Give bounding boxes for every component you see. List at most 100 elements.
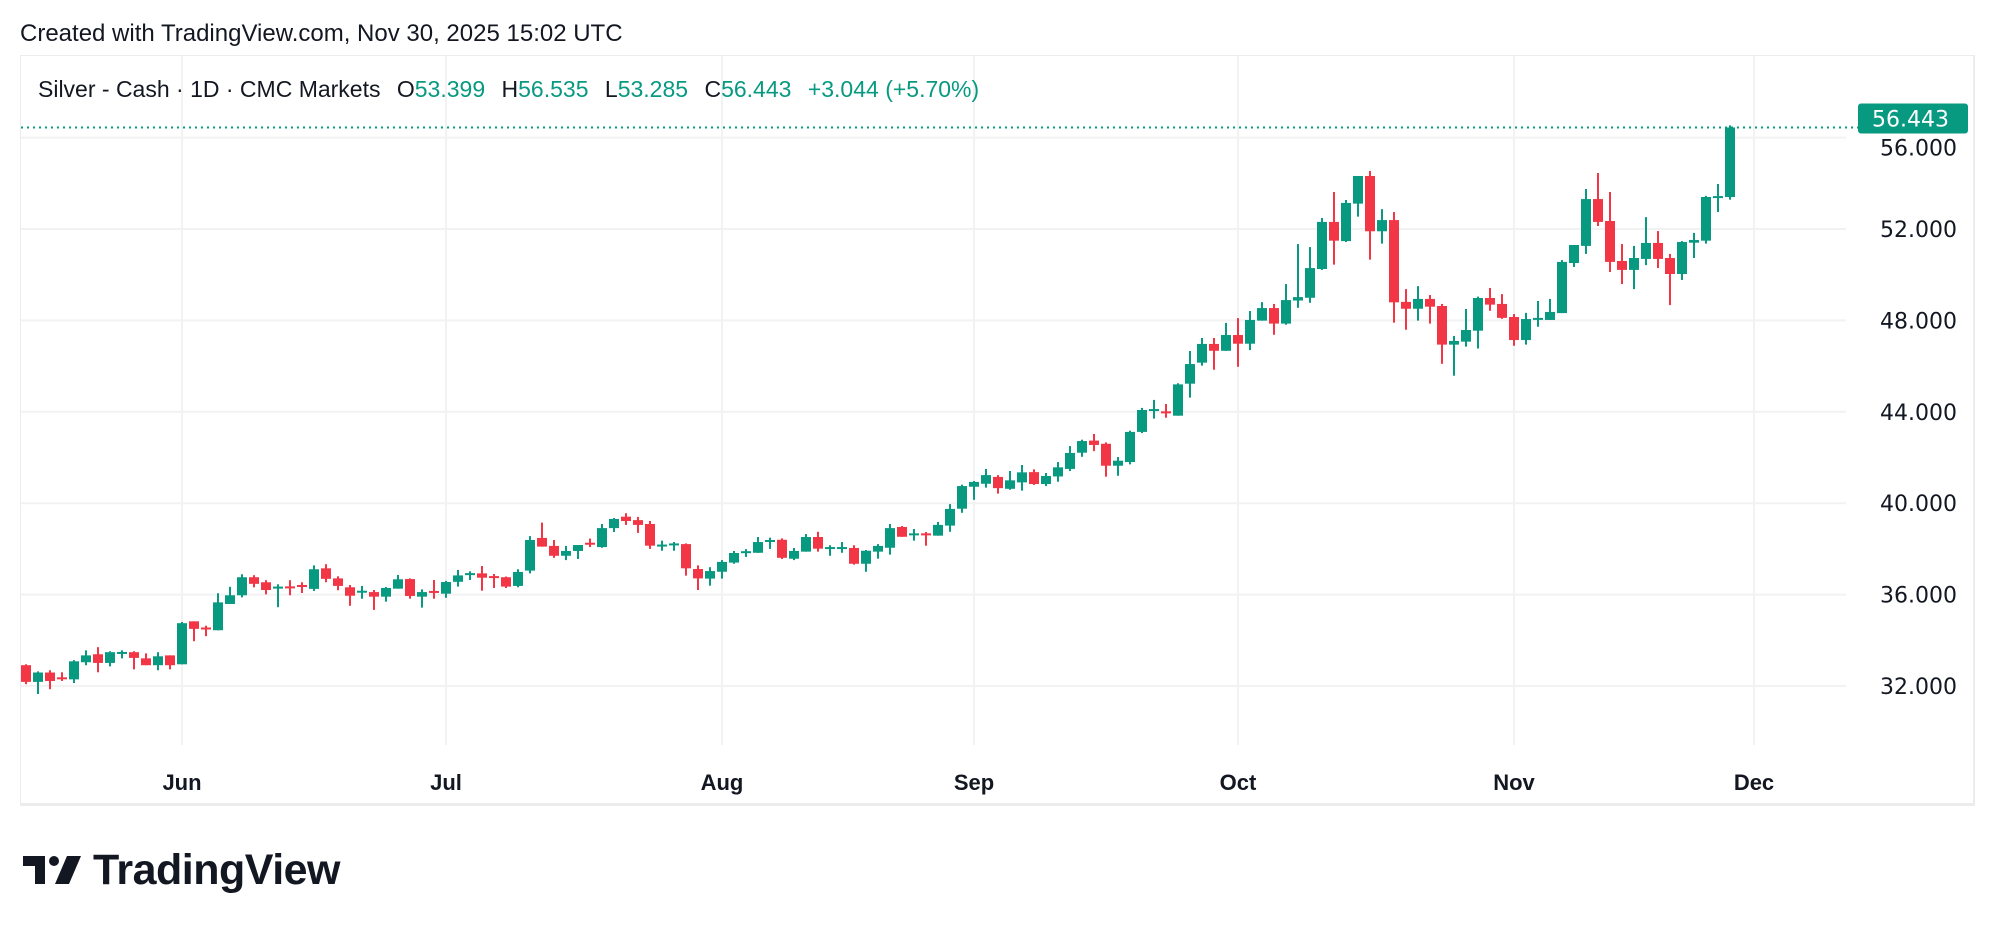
candle-body xyxy=(729,553,739,563)
candle-wick xyxy=(1213,337,1215,370)
candle-wick xyxy=(1669,253,1671,306)
candle-wick xyxy=(121,650,123,659)
candle-body xyxy=(1461,329,1471,342)
candle-body xyxy=(1029,472,1039,485)
candle-body xyxy=(201,627,211,630)
candle-body xyxy=(1329,221,1339,241)
candle-up xyxy=(1017,465,1027,491)
candle-body xyxy=(1113,460,1123,466)
candle-body xyxy=(549,545,559,556)
x-tick-label: Dec xyxy=(1734,770,1774,795)
candle-body xyxy=(321,568,331,579)
candle-down xyxy=(93,647,103,673)
chart-frame xyxy=(20,55,1975,806)
candle-down xyxy=(297,582,307,594)
candle-body xyxy=(1533,317,1543,320)
symbol-title[interactable]: Silver - Cash · 1D · CMC Markets xyxy=(38,76,381,102)
candle-body xyxy=(705,571,715,579)
x-tick-label: Jul xyxy=(430,770,462,795)
candle-down xyxy=(645,521,655,549)
candle-up xyxy=(789,547,799,561)
candle-up xyxy=(1473,296,1483,349)
candle-down xyxy=(345,585,355,606)
candle-body xyxy=(717,561,727,572)
candle-up xyxy=(1725,125,1735,200)
candle-body xyxy=(681,544,691,569)
candle-up xyxy=(1689,232,1699,259)
candle-wick xyxy=(61,672,63,681)
candle-wick xyxy=(541,522,543,547)
candle-wick xyxy=(1405,289,1407,330)
candle-down xyxy=(45,670,55,690)
candle-wick xyxy=(1453,335,1455,376)
candle-body xyxy=(1665,258,1675,275)
candle-up xyxy=(33,671,43,694)
candle-down xyxy=(1425,295,1435,324)
candle-body xyxy=(537,537,547,547)
candle-up xyxy=(1113,457,1123,476)
x-tick-label: Sep xyxy=(954,770,994,795)
candle-up xyxy=(1413,286,1423,321)
candle-down xyxy=(369,590,379,610)
candle-down xyxy=(993,475,1003,494)
tradingview-logo-icon xyxy=(23,856,81,884)
candle-body xyxy=(585,542,595,545)
candle-body xyxy=(249,577,259,584)
candle-body xyxy=(693,569,703,579)
candle-up xyxy=(729,550,739,564)
candle-body xyxy=(1713,196,1723,199)
y-tick-label: 56.000 xyxy=(1880,137,1957,162)
candle-body xyxy=(657,544,667,547)
candle-wick xyxy=(1117,457,1119,476)
candle-up xyxy=(1053,462,1063,482)
candle-up xyxy=(1149,399,1159,419)
candle-body xyxy=(429,590,439,593)
candle-down xyxy=(477,566,487,591)
candle-body xyxy=(285,586,295,589)
candle-down xyxy=(129,651,139,670)
candle-body xyxy=(1641,242,1651,259)
candle-up xyxy=(1713,183,1723,213)
candle-up xyxy=(825,545,835,556)
candle-up xyxy=(177,622,187,665)
candle-up xyxy=(1341,199,1351,243)
candle-down xyxy=(141,653,151,666)
candle-body xyxy=(825,547,835,550)
candle-body xyxy=(345,587,355,596)
candle-body xyxy=(1413,298,1423,309)
candle-body xyxy=(513,571,523,586)
last-price-badge xyxy=(1858,103,1968,134)
candle-down xyxy=(813,531,823,552)
candle-body xyxy=(1653,242,1663,259)
candle-body xyxy=(273,586,283,589)
candle-down xyxy=(897,526,907,537)
candle-up xyxy=(1173,383,1183,416)
close-value: 56.443 xyxy=(721,76,792,102)
tradingview-logo[interactable]: TradingView xyxy=(23,846,341,894)
candle-up xyxy=(1629,245,1639,290)
candle-up xyxy=(513,569,523,588)
open-label: O xyxy=(396,76,415,102)
candle-up xyxy=(1065,446,1075,471)
candle-body xyxy=(945,508,955,526)
candle-down xyxy=(693,565,703,591)
candle-body xyxy=(1233,335,1243,344)
candle-down xyxy=(633,516,643,533)
candle-body xyxy=(1293,297,1303,301)
x-tick-label: Jun xyxy=(162,770,201,795)
candle-body xyxy=(741,551,751,554)
candle-up xyxy=(1533,300,1543,327)
candle-wick xyxy=(1465,308,1467,347)
candle-wick xyxy=(577,545,579,559)
candle-up xyxy=(1701,195,1711,244)
candle-body xyxy=(33,672,43,682)
candle-down xyxy=(21,664,31,685)
candle-wick xyxy=(481,566,483,591)
candle-body xyxy=(177,623,187,665)
candle-body xyxy=(1317,221,1327,269)
candle-up xyxy=(1281,284,1291,325)
candle-body xyxy=(753,542,763,553)
candle-up xyxy=(273,584,283,608)
candle-body xyxy=(801,537,811,552)
